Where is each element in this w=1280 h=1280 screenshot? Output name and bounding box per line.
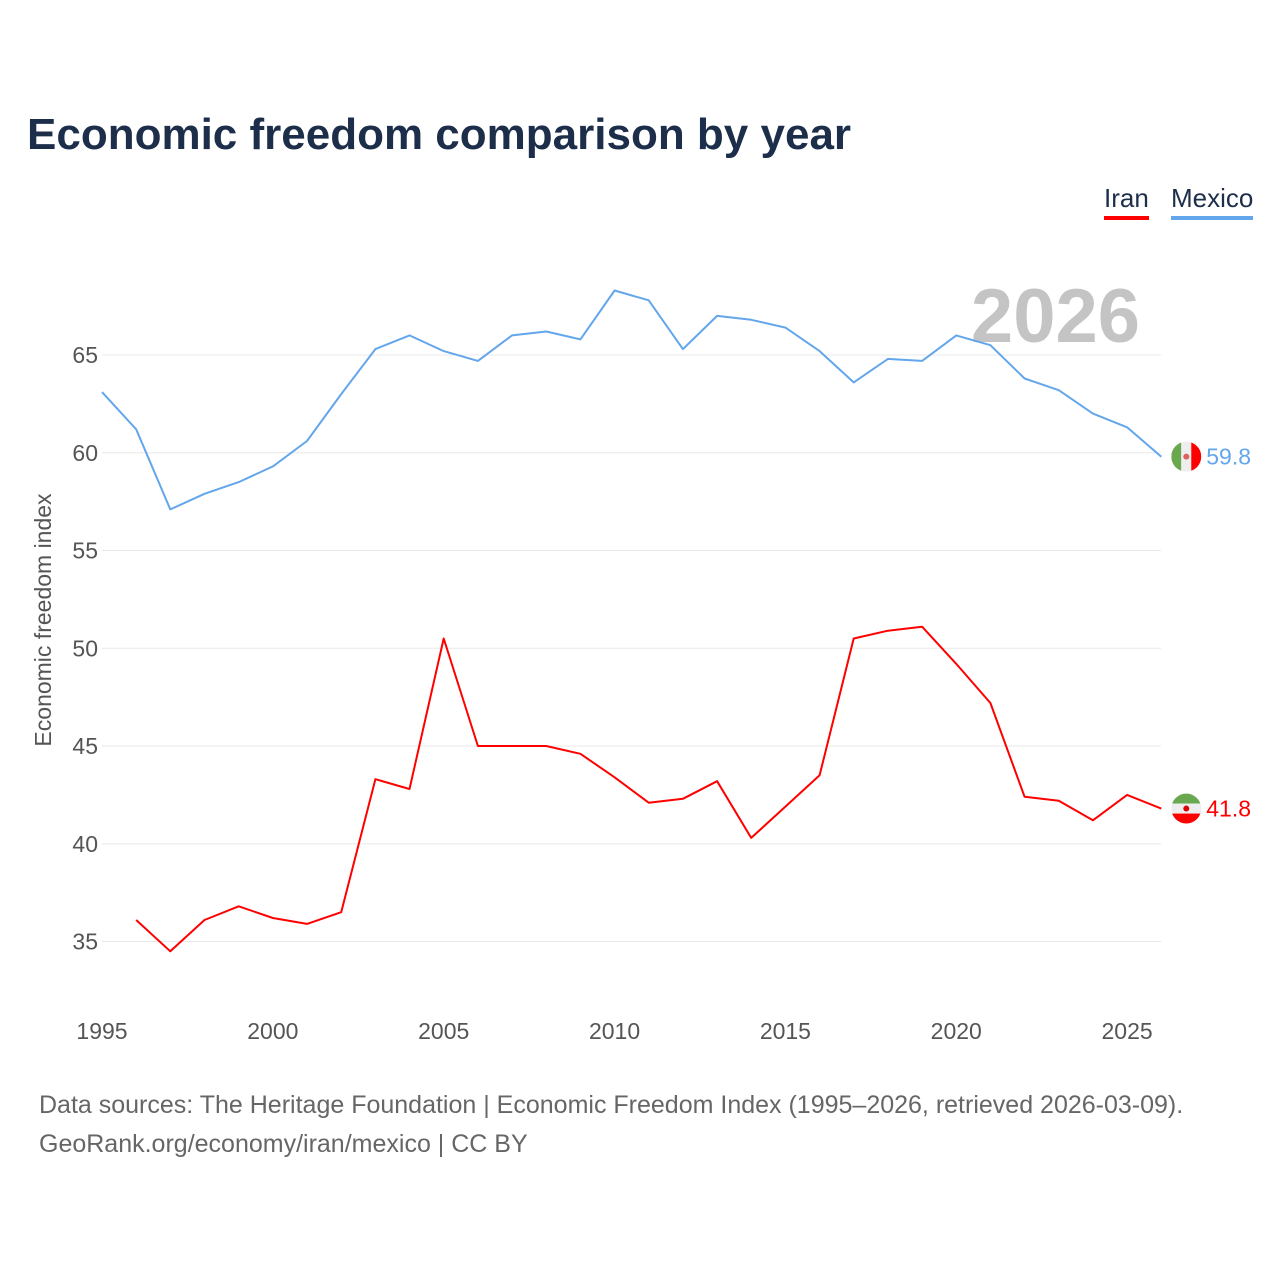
x-tick-label: 2020: [931, 1018, 982, 1044]
x-tick-label: 2005: [418, 1018, 469, 1044]
y-axis-label: Economic freedom index: [30, 493, 56, 747]
series-line-iran: [135, 625, 1162, 953]
footer-line-1: Data sources: The Heritage Foundation | …: [39, 1091, 1184, 1119]
y-tick-label: 65: [72, 342, 98, 368]
y-tick-label: 60: [72, 440, 98, 466]
x-tick-label: 2025: [1102, 1018, 1153, 1044]
series-line-mexico: [101, 289, 1162, 511]
footer-source: Data sources: The Heritage Foundation | …: [39, 1086, 1183, 1164]
year-watermark: 2026: [971, 274, 1140, 359]
chart-title: Economic freedom comparison by year: [27, 110, 852, 159]
y-tick-label: 45: [72, 733, 98, 759]
end-value-label-iran: 41.8: [1206, 796, 1251, 822]
iran-flag-icon: [1171, 793, 1202, 824]
y-tick-label: 55: [72, 538, 98, 564]
legend-item-iran[interactable]: Iran: [1104, 183, 1149, 220]
y-tick-label: 40: [72, 831, 98, 857]
footer-link[interactable]: GeoRank.org/economy/iran/mexico | CC BY: [39, 1130, 528, 1158]
x-tick-label: 2010: [589, 1018, 640, 1044]
y-tick-label: 50: [72, 635, 98, 661]
end-value-label-mexico: 59.8: [1206, 444, 1251, 470]
y-tick-label: 35: [72, 929, 98, 955]
x-tick-label: 2015: [760, 1018, 811, 1044]
x-tick-label: 2000: [247, 1018, 298, 1044]
x-tick-label: 1995: [76, 1018, 127, 1044]
legend-item-mexico[interactable]: Mexico: [1171, 183, 1254, 220]
mexico-flag-icon: [1171, 441, 1202, 472]
